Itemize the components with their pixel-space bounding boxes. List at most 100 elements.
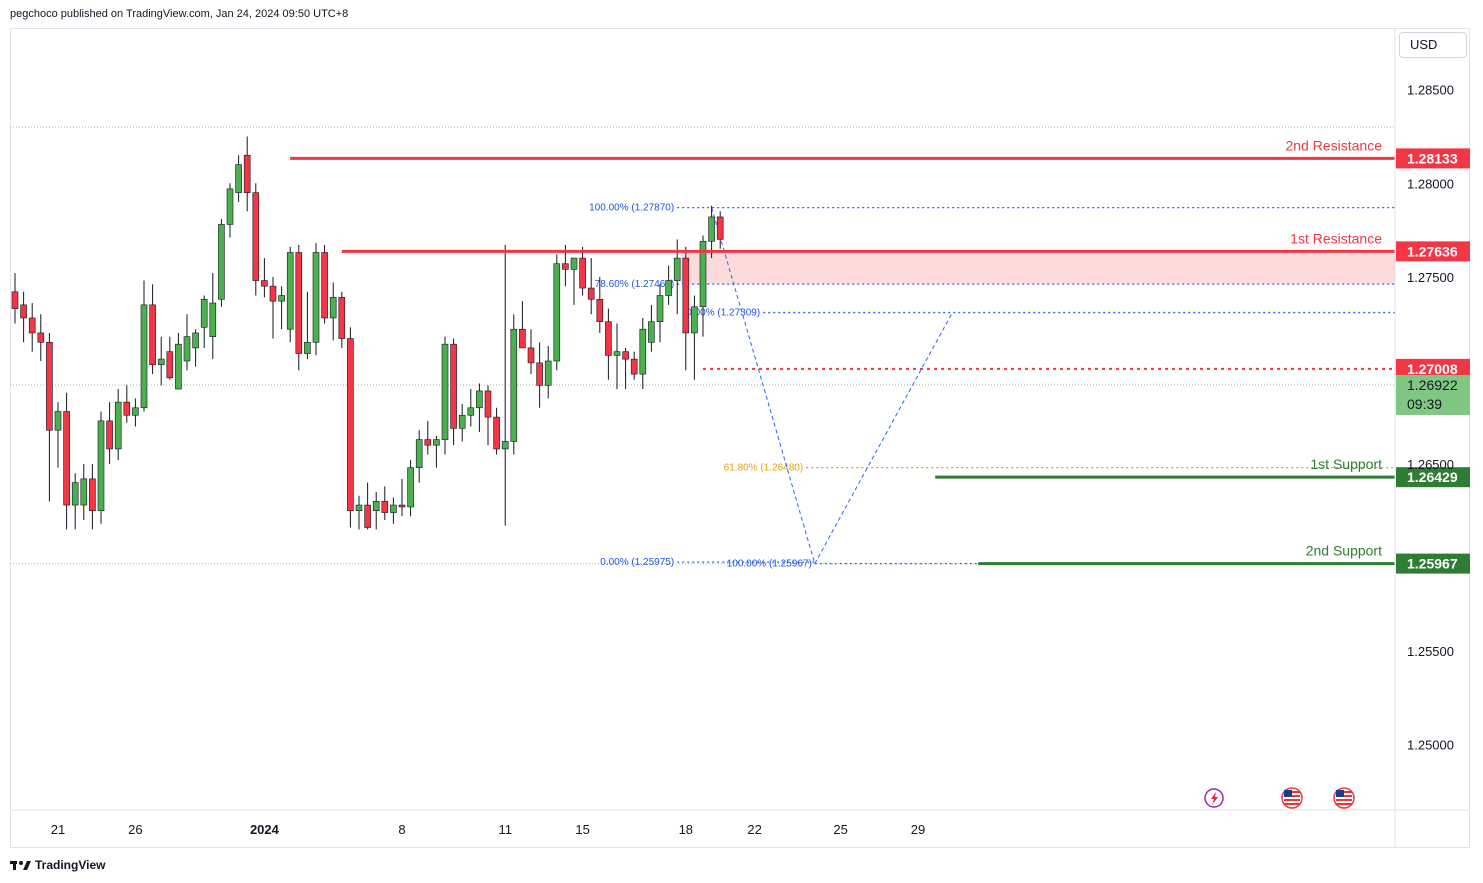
tradingview-footer[interactable]: TradingView [10,857,105,873]
candle-body [89,478,96,511]
candle-body [398,504,406,508]
candle-body [166,351,174,379]
candle [398,478,406,517]
candle-body [54,411,62,431]
candle [261,258,268,298]
price-tag [1396,358,1470,379]
candle-body [46,341,53,431]
candle [226,183,234,238]
candle-body [407,467,414,508]
fib-swing-line [814,312,953,564]
candle [166,336,174,380]
candle [235,155,242,202]
price-tag-value: 1.25967 [1407,556,1458,572]
candle [415,430,423,483]
candle-body [295,252,303,354]
tradingview-logo-icon [10,861,31,870]
candle-body [200,298,208,328]
candle-body [28,317,36,334]
candle [605,308,612,380]
candle-body [484,390,492,418]
candle [106,402,113,464]
candle-body [312,252,320,343]
candle-body [613,351,621,356]
candle-body [639,328,647,375]
candle [364,482,371,530]
candle-body [682,257,690,334]
candle [329,282,337,341]
candle [37,314,45,362]
candle [97,411,105,524]
candle-body [433,439,440,446]
lightning-icon-bolt [1211,792,1218,805]
candle-body [329,297,337,319]
flag-stripe [1336,799,1352,801]
fib-label: 100.00% (1.25967) [727,559,812,570]
candle-body [708,216,715,242]
candle [140,280,148,412]
candle-body [536,362,543,386]
currency-button[interactable]: USD [1399,32,1467,58]
candle [46,332,53,502]
level-name-label: 2nd Support [1306,543,1382,559]
price-tag [1396,148,1470,169]
price-tick-label: 1.25500 [1407,644,1454,659]
candle-body [562,263,569,270]
candle [656,284,664,343]
us-flag-icon[interactable] [1281,787,1303,809]
candle-body [390,504,397,513]
candle [312,243,320,356]
candle [89,463,96,530]
candle-body [252,192,260,281]
flag-canton [1336,790,1344,797]
fib-label: 61.80% (1.26480) [724,463,804,474]
candle [175,332,182,390]
candle-body [97,420,105,511]
price-tag-value: 1.27008 [1407,361,1458,377]
price-tick-label: 1.28500 [1407,83,1454,98]
candle-body [656,295,664,323]
candle-body [527,347,535,364]
candle [71,473,79,530]
candle-body [20,304,27,319]
candle-body [519,328,526,349]
us-flag-icon[interactable] [1333,787,1355,809]
candle [691,295,698,380]
candle-body [132,407,139,416]
candle [149,284,156,375]
candle [484,385,492,446]
price-tag [1396,467,1470,488]
candle-body [37,332,45,343]
fib-label: 78.60% (1.27461) [595,279,675,290]
candle [458,404,466,442]
price-tick-label: 1.26500 [1407,457,1454,472]
time-tick-label: 21 [51,822,65,837]
candle [527,329,535,375]
candle-body [493,416,500,450]
candle [579,246,586,296]
candle-body [605,321,612,356]
candle [132,398,139,427]
candle [20,291,27,343]
candle-body [364,504,371,528]
lightning-icon[interactable] [1204,788,1224,808]
time-tick-label: 22 [747,822,761,837]
candle-body [510,328,518,442]
candle-body [501,441,509,450]
price-tag [1396,553,1470,574]
time-tick-label: 26 [128,822,142,837]
flag-stripe [1284,803,1300,805]
candle [218,218,225,307]
candle [544,346,552,399]
candle-body [11,291,19,309]
candle-body [372,501,380,511]
candle-body [243,154,251,193]
price-tick-label: 1.27500 [1407,270,1454,285]
time-tick-label: 11 [498,822,512,837]
candle-body [553,263,561,362]
candle [243,136,251,212]
candle-body [665,280,672,296]
level-name-label: 1st Resistance [1290,230,1382,246]
time-tick-label: 18 [679,822,693,837]
